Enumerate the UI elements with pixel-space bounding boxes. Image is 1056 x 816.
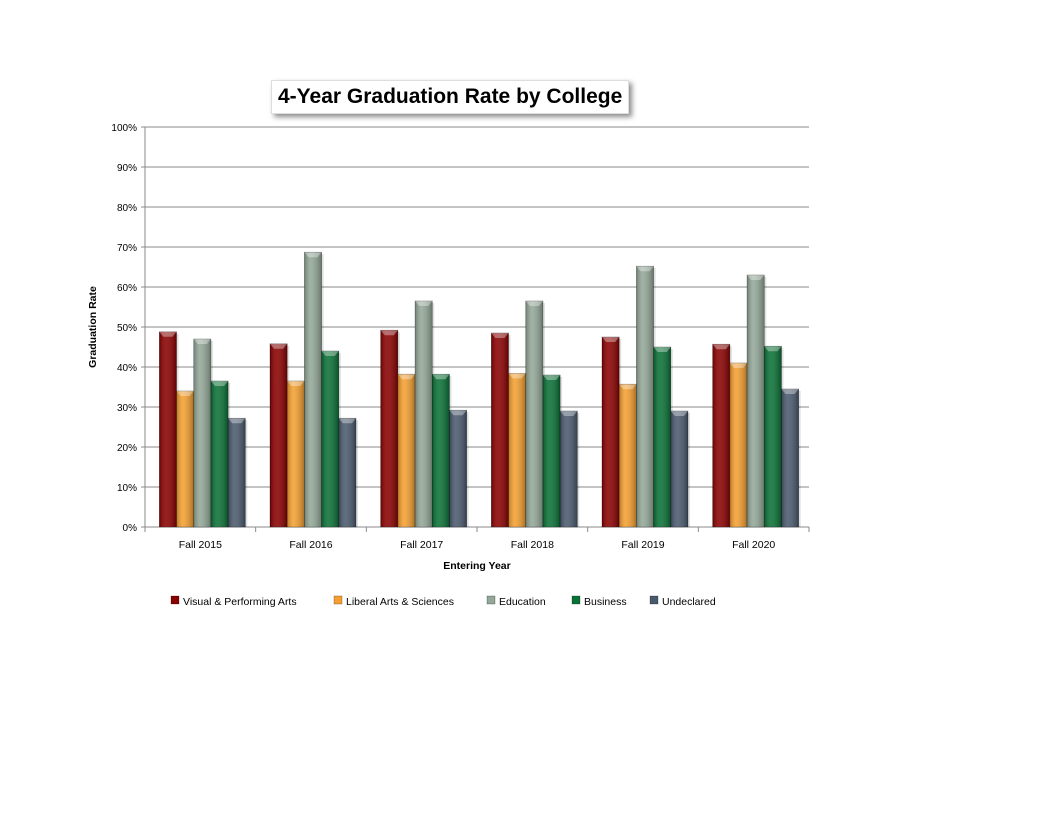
legend-swatch (649, 595, 659, 605)
y-tick-label: 70% (117, 243, 137, 254)
y-tick-label: 30% (117, 403, 137, 414)
bar-bevel (508, 373, 526, 379)
bar-highlight (338, 418, 356, 527)
bar-bevel (321, 351, 339, 356)
chart-title: 4-Year Graduation Rate by College (271, 80, 630, 114)
bar-highlight (210, 381, 229, 527)
y-tick-label: 60% (117, 283, 137, 294)
bar-highlight (508, 373, 526, 527)
bar-bevel (432, 374, 450, 380)
bar-bevel (449, 410, 467, 416)
bar-highlight (449, 410, 467, 527)
bar-bevel (397, 374, 416, 380)
y-tick-label: 20% (117, 443, 137, 454)
bar-bevel (653, 347, 671, 352)
bar-bevel (542, 375, 561, 380)
y-tick-label: 10% (117, 483, 137, 494)
bar-highlight (380, 330, 398, 527)
bar-bevel (287, 381, 305, 386)
legend-swatch (333, 595, 343, 605)
bar-bevel (304, 252, 322, 258)
bar-highlight (415, 301, 433, 527)
bar-highlight (619, 384, 637, 527)
bar-highlight (712, 344, 730, 527)
bar-bevel (176, 391, 194, 396)
bar-highlight (397, 374, 416, 527)
legend-swatch (571, 595, 581, 605)
bar-highlight (287, 381, 305, 527)
bar-highlight (525, 301, 543, 527)
bar-bevel (619, 384, 637, 390)
bar-bevel (525, 301, 543, 306)
bar-highlight (321, 351, 339, 527)
x-tick-label: Fall 2019 (621, 539, 664, 551)
bar-bevel (210, 381, 229, 386)
bar-highlight (270, 343, 288, 527)
legend-label: Visual & Performing Arts (183, 596, 297, 608)
x-tick-label: Fall 2015 (179, 539, 222, 551)
bar-bevel (193, 339, 211, 344)
bar-bevel (636, 266, 654, 272)
bar-bevel (764, 346, 782, 352)
bar-highlight (653, 347, 671, 527)
bar-bevel (747, 275, 765, 280)
bar-highlight (729, 363, 748, 527)
bar-bevel (491, 333, 509, 338)
bar-highlight (560, 411, 578, 527)
x-tick-label: Fall 2018 (511, 539, 554, 551)
bar-highlight (176, 391, 194, 527)
bar-bevel (415, 301, 433, 306)
y-axis-title: Graduation Rate (87, 286, 99, 368)
y-tick-label: 80% (117, 203, 137, 214)
bar-highlight (542, 375, 561, 527)
bar-bevel (159, 331, 177, 337)
bar-highlight (602, 337, 620, 527)
bar-highlight (228, 418, 246, 527)
legend-label: Liberal Arts & Sciences (346, 596, 454, 608)
bar-bevel (602, 337, 620, 342)
y-tick-label: 50% (117, 323, 137, 334)
bar-highlight (670, 411, 688, 527)
bar-highlight (764, 346, 782, 527)
bar-bevel (560, 411, 578, 416)
bar-bevel (781, 389, 799, 394)
legend-label: Business (584, 596, 627, 608)
x-tick-label: Fall 2016 (289, 539, 332, 551)
legend-label: Education (499, 596, 546, 608)
bar-bevel (270, 343, 288, 349)
bar-bevel (338, 418, 356, 424)
bar-highlight (432, 374, 450, 527)
bar-bevel (729, 363, 748, 368)
x-tick-label: Fall 2017 (400, 539, 443, 551)
legend-swatch (170, 595, 180, 605)
bar-bevel (228, 418, 246, 424)
bar-highlight (636, 266, 654, 527)
bar-highlight (781, 389, 799, 527)
y-tick-label: 90% (117, 163, 137, 174)
legend-swatch (486, 595, 496, 605)
x-tick-label: Fall 2020 (732, 539, 775, 551)
bar-highlight (747, 275, 765, 527)
bar-highlight (159, 331, 177, 527)
y-tick-label: 100% (111, 123, 137, 134)
x-axis-title: Entering Year (443, 560, 511, 572)
y-tick-label: 0% (123, 523, 138, 534)
bar-bevel (380, 330, 398, 336)
bar-bevel (670, 411, 688, 416)
bar-highlight (491, 333, 509, 527)
bar-highlight (304, 252, 322, 527)
bar-highlight (193, 339, 211, 527)
y-tick-label: 40% (117, 363, 137, 374)
bar-bevel (712, 344, 730, 350)
legend-label: Undeclared (662, 596, 716, 608)
